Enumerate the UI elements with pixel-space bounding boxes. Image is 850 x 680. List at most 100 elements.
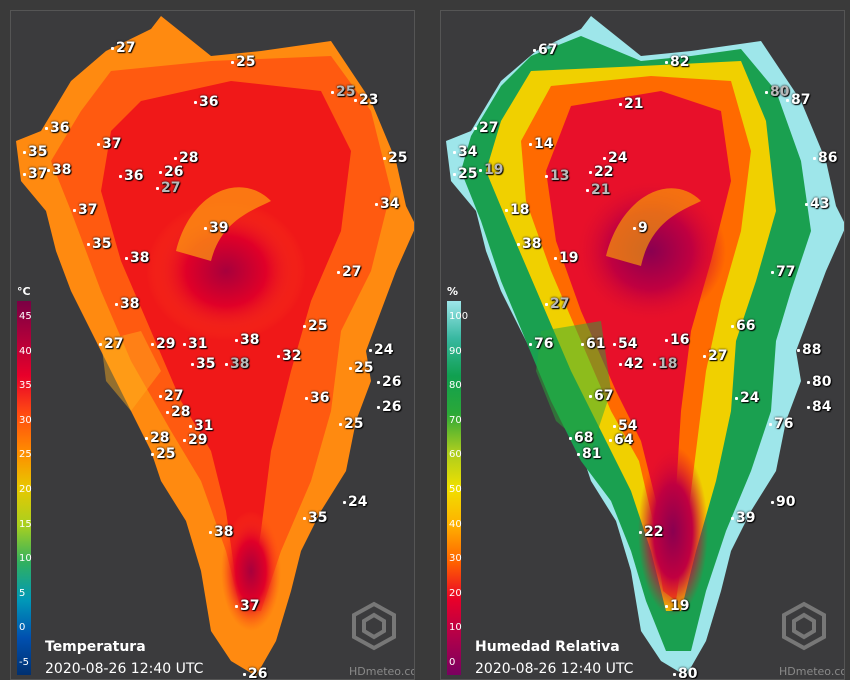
station-dot-icon <box>145 436 148 440</box>
station-value: 22 <box>644 524 664 540</box>
station-dot-icon <box>235 604 238 608</box>
station-value: 25 <box>354 360 374 376</box>
station-dot-icon <box>545 174 548 178</box>
station-dot-icon <box>166 410 169 414</box>
station-value: 27 <box>104 336 124 352</box>
legend-tick-label: 30 <box>19 414 32 426</box>
station-dot-icon <box>125 256 128 260</box>
station-reading: 19 <box>554 251 578 265</box>
station-reading: 29 <box>183 433 207 447</box>
station-reading: 9 <box>633 221 648 235</box>
station-dot-icon <box>613 342 616 346</box>
station-reading: 39 <box>204 221 228 235</box>
station-dot-icon <box>586 188 589 192</box>
station-dot-icon <box>554 256 557 260</box>
station-reading: 38 <box>125 251 149 265</box>
station-reading: 43 <box>805 197 829 211</box>
station-dot-icon <box>769 422 772 426</box>
station-dot-icon <box>369 348 372 352</box>
station-reading: 37 <box>73 203 97 217</box>
station-value: 66 <box>736 318 756 334</box>
station-value: 37 <box>28 166 48 182</box>
station-value: 18 <box>658 356 678 372</box>
station-value: 38 <box>120 296 140 312</box>
station-dot-icon <box>156 186 159 190</box>
station-reading: 28 <box>145 431 169 445</box>
station-value: 35 <box>196 356 216 372</box>
station-value: 28 <box>150 430 170 446</box>
station-dot-icon <box>453 150 456 154</box>
station-value: 25 <box>458 166 478 182</box>
station-dot-icon <box>189 424 192 428</box>
station-reading: 34 <box>375 197 399 211</box>
station-dot-icon <box>225 362 228 366</box>
station-dot-icon <box>337 270 340 274</box>
station-dot-icon <box>183 342 186 346</box>
station-reading: 25 <box>349 361 373 375</box>
humidity-legend-bar <box>447 301 461 675</box>
station-value: 21 <box>624 96 644 112</box>
station-value: 14 <box>534 136 554 152</box>
station-reading: 61 <box>581 337 605 351</box>
legend-tick-label: 25 <box>19 449 32 461</box>
station-reading: 35 <box>191 357 215 371</box>
station-dot-icon <box>589 394 592 398</box>
station-value: 84 <box>812 399 832 415</box>
station-reading: 54 <box>613 337 637 351</box>
station-value: 86 <box>818 150 838 166</box>
station-dot-icon <box>119 174 122 178</box>
station-value: 34 <box>380 196 400 212</box>
station-value: 31 <box>194 418 214 434</box>
station-dot-icon <box>731 516 734 520</box>
station-dot-icon <box>377 380 380 384</box>
station-value: 39 <box>209 220 229 236</box>
station-reading: 64 <box>609 433 633 447</box>
station-reading: 26 <box>377 400 401 414</box>
station-value: 28 <box>179 150 199 166</box>
station-reading: 80 <box>673 667 697 679</box>
temperature-watermark: HDmeteo.com <box>349 665 414 678</box>
station-value: 81 <box>582 446 602 462</box>
station-dot-icon <box>383 156 386 160</box>
station-dot-icon <box>633 226 636 230</box>
station-dot-icon <box>609 438 612 442</box>
station-value: 34 <box>458 144 478 160</box>
station-reading: 81 <box>577 447 601 461</box>
station-value: 76 <box>774 416 794 432</box>
legend-tick-label: 10 <box>19 553 32 565</box>
station-dot-icon <box>653 362 656 366</box>
station-dot-icon <box>505 208 508 212</box>
station-value: 24 <box>608 150 628 166</box>
station-reading: 35 <box>303 511 327 525</box>
station-value: 28 <box>171 404 191 420</box>
station-value: 54 <box>618 336 638 352</box>
station-reading: 76 <box>529 337 553 351</box>
station-value: 25 <box>344 416 364 432</box>
station-dot-icon <box>174 156 177 160</box>
station-value: 38 <box>240 332 260 348</box>
station-reading: 35 <box>87 237 111 251</box>
station-value: 36 <box>310 390 330 406</box>
legend-tick-label: 50 <box>449 484 462 495</box>
station-reading: 28 <box>166 405 190 419</box>
station-reading: 24 <box>735 391 759 405</box>
station-dot-icon <box>533 48 536 52</box>
station-dot-icon <box>73 208 76 212</box>
station-value: 68 <box>574 430 594 446</box>
station-value: 37 <box>78 202 98 218</box>
station-dot-icon <box>339 422 342 426</box>
legend-tick-label: 20 <box>19 484 32 495</box>
station-reading: 25 <box>453 167 477 181</box>
station-dot-icon <box>183 438 186 442</box>
station-reading: 26 <box>159 165 183 179</box>
station-reading: 36 <box>305 391 329 405</box>
station-dot-icon <box>545 302 548 306</box>
station-reading: 21 <box>586 183 610 197</box>
station-dot-icon <box>243 672 246 676</box>
station-reading: 37 <box>23 167 47 181</box>
station-value: 24 <box>374 342 394 358</box>
station-reading: 86 <box>813 151 837 165</box>
station-dot-icon <box>673 672 676 676</box>
station-reading: 27 <box>545 297 569 311</box>
station-value: 54 <box>618 418 638 434</box>
